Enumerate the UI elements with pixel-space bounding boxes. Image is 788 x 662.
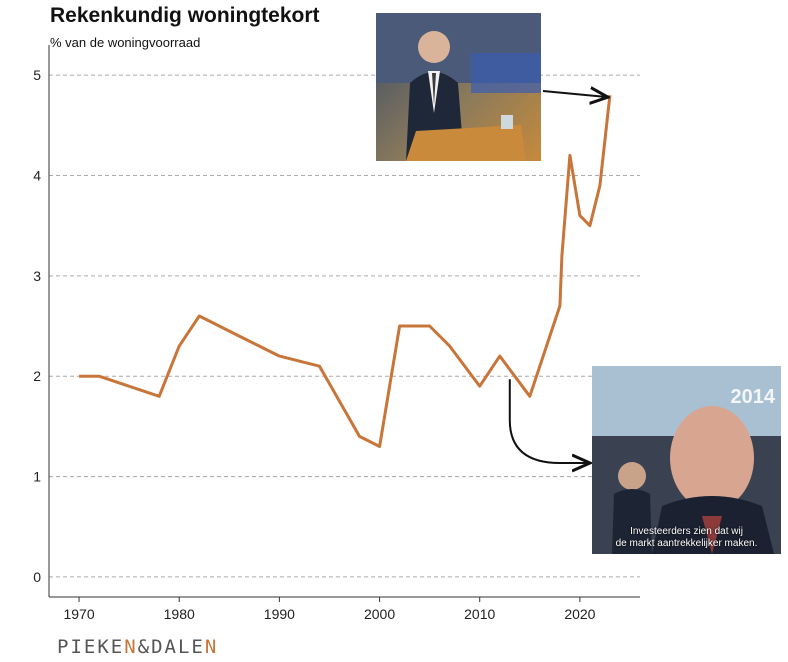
logo-part-2: &DALE: [137, 636, 205, 658]
photo-video-still: 2014 Investeerders zien dat wij de markt…: [592, 366, 781, 554]
chart-subtitle: % van de woningvoorraad: [50, 35, 201, 50]
annotation-arrow-bottom: [508, 379, 590, 463]
y-tick-label-3: 3: [33, 268, 41, 284]
interview-illustration: [592, 366, 781, 554]
politician-illustration: [376, 13, 541, 161]
x-tick-label-2020: 2020: [564, 606, 595, 622]
y-tick-label-2: 2: [33, 368, 41, 384]
photo-politician-lectern: [376, 13, 541, 161]
chart-title: Rekenkundig woningtekort: [50, 4, 320, 27]
y-tick-label-0: 0: [33, 569, 41, 585]
x-tick-label-2010: 2010: [464, 606, 495, 622]
logo-accent-1: N: [124, 636, 138, 658]
x-tick-label-1970: 1970: [63, 606, 94, 622]
video-year-stamp: 2014: [730, 386, 776, 408]
x-tick-label-2000: 2000: [364, 606, 395, 622]
video-caption-line-1: Investeerders zien dat wij: [630, 526, 743, 537]
y-tick-label-1: 1: [33, 469, 41, 485]
annotation-arrow-top: [542, 91, 608, 97]
video-caption: Investeerders zien dat wij de markt aant…: [592, 526, 781, 550]
y-tick-label-5: 5: [33, 67, 41, 83]
pieken-dalen-logo: PIEKEN&DALEN: [57, 636, 218, 658]
y-tick-label-4: 4: [33, 167, 41, 183]
logo-part-1: PIEKE: [57, 636, 125, 658]
x-tick-label-1990: 1990: [264, 606, 295, 622]
video-caption-line-2: de markt aantrekkelijker maken.: [615, 538, 758, 549]
logo-accent-2: N: [204, 636, 219, 658]
x-tick-label-1980: 1980: [164, 606, 195, 622]
